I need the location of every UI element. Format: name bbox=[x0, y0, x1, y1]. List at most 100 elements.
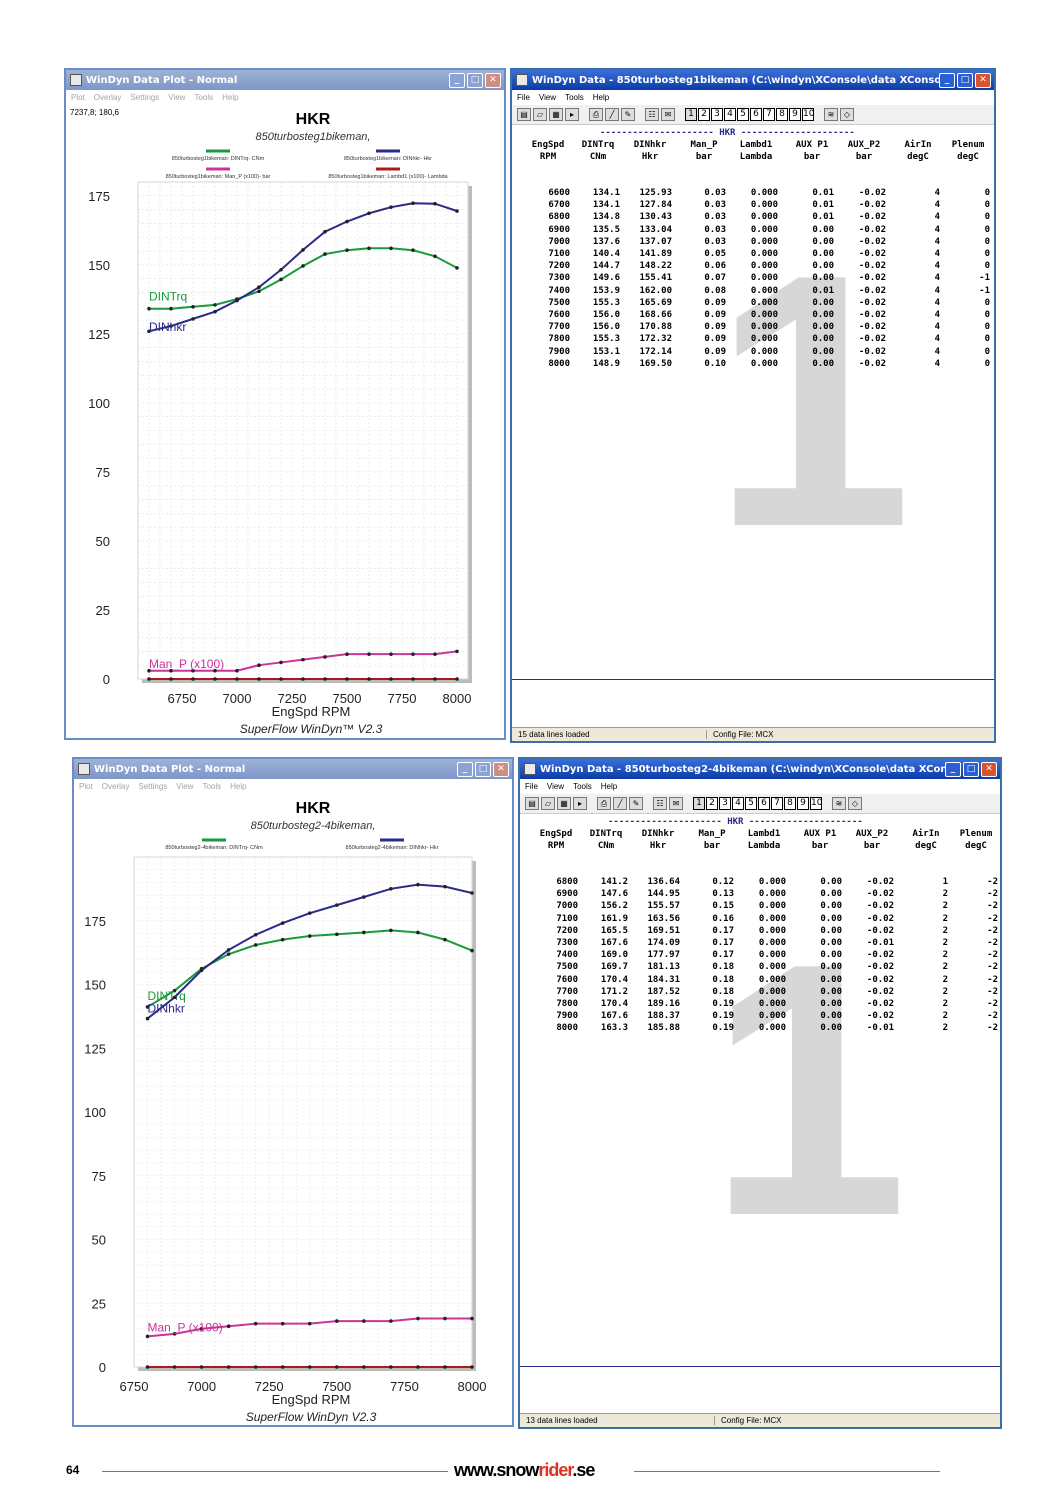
edit-icon[interactable]: ✎ bbox=[629, 797, 643, 810]
menu-view[interactable]: View bbox=[546, 782, 565, 791]
column-header[interactable]: Plenum bbox=[959, 829, 993, 839]
column-header[interactable]: AirIn bbox=[904, 140, 932, 150]
minimize-button[interactable]: _ bbox=[939, 72, 955, 88]
table-row[interactable]: 7300 149.6 155.41 0.07 0.000 0.00 -0.02 4 -1 bbox=[512, 273, 994, 285]
run-tab-8[interactable]: 8 bbox=[784, 797, 796, 810]
play-icon[interactable]: ▸ bbox=[573, 797, 587, 810]
save-icon[interactable]: ▦ bbox=[549, 108, 563, 121]
table-row[interactable]: 7400 153.9 162.00 0.08 0.000 0.01 -0.02 4 -1 bbox=[512, 286, 994, 298]
column-header[interactable]: DINhkr bbox=[641, 829, 675, 839]
table-row[interactable]: 7900 167.6 188.37 0.19 0.000 0.00 -0.02 2 -2 bbox=[520, 1011, 1000, 1023]
table-row[interactable]: 6800 141.2 136.64 0.12 0.000 0.00 -0.02 1 -2 bbox=[520, 877, 1000, 889]
play-icon[interactable]: ▸ bbox=[565, 108, 579, 121]
table-row[interactable]: 7400 169.0 177.97 0.17 0.000 0.00 -0.02 2 -2 bbox=[520, 950, 1000, 962]
edit-icon[interactable]: ✎ bbox=[621, 108, 635, 121]
column-header[interactable]: Man_P bbox=[698, 829, 726, 839]
table-row[interactable]: 7900 153.1 172.14 0.09 0.000 0.00 -0.02 4 0 bbox=[512, 347, 994, 359]
run-tab-8[interactable]: 8 bbox=[776, 108, 788, 121]
table-row[interactable]: 7200 165.5 169.51 0.17 0.000 0.00 -0.02 2 -2 bbox=[520, 926, 1000, 938]
new-file-icon[interactable]: ▤ bbox=[517, 108, 531, 121]
notes-icon[interactable]: ✉ bbox=[669, 797, 683, 810]
table-row[interactable]: 7500 155.3 165.69 0.09 0.000 0.00 -0.02 4 0 bbox=[512, 298, 994, 310]
data-table-pane[interactable]: 1 --------------------- HKR ------------… bbox=[512, 126, 994, 725]
menu-tools[interactable]: Tools bbox=[565, 93, 584, 102]
menu-file[interactable]: File bbox=[525, 782, 538, 791]
plot-window-2[interactable]: WinDyn Data Plot - Normal _ □ ✕ Plot Ove… bbox=[72, 757, 514, 1427]
run-tab-4[interactable]: 4 bbox=[732, 797, 744, 810]
table-row[interactable]: 7200 144.7 148.22 0.06 0.000 0.00 -0.02 4 0 bbox=[512, 261, 994, 273]
column-header[interactable]: DINTrq bbox=[589, 829, 623, 839]
run-tab-6[interactable]: 6 bbox=[750, 108, 762, 121]
run-tab-5[interactable]: 5 bbox=[737, 108, 749, 121]
run-tab-5[interactable]: 5 bbox=[745, 797, 757, 810]
site-wordmark[interactable]: www.snowrider.se bbox=[454, 1460, 595, 1481]
run-tab-2[interactable]: 2 bbox=[698, 108, 710, 121]
plot-window-titlebar[interactable]: WinDyn Data Plot - Normal _ □ ✕ bbox=[74, 759, 512, 779]
table-row[interactable]: 7000 137.6 137.07 0.03 0.000 0.00 -0.02 4 0 bbox=[512, 237, 994, 249]
close-button[interactable]: ✕ bbox=[975, 72, 991, 88]
table-row[interactable]: 7500 169.7 181.13 0.18 0.000 0.00 -0.02 2 -2 bbox=[520, 962, 1000, 974]
graph-icon[interactable]: ╱ bbox=[613, 797, 627, 810]
run-tab-9[interactable]: 9 bbox=[797, 797, 809, 810]
run-tab-7[interactable]: 7 bbox=[763, 108, 775, 121]
run-tab-3[interactable]: 3 bbox=[711, 108, 723, 121]
menu-tools[interactable]: Tools bbox=[202, 782, 222, 791]
maximize-button[interactable]: □ bbox=[957, 72, 973, 88]
menu-settings[interactable]: Settings bbox=[130, 93, 160, 102]
close-button[interactable]: ✕ bbox=[981, 761, 997, 777]
run-tab-3[interactable]: 3 bbox=[719, 797, 731, 810]
table-row[interactable]: 6900 147.6 144.95 0.13 0.000 0.00 -0.02 2 -2 bbox=[520, 889, 1000, 901]
open-folder-icon[interactable]: ▱ bbox=[541, 797, 555, 810]
superflow-logo-icon[interactable]: ≋ bbox=[824, 108, 838, 121]
menu-tools[interactable]: Tools bbox=[573, 782, 592, 791]
menu-overlay[interactable]: Overlay bbox=[93, 93, 122, 102]
menu-view[interactable]: View bbox=[176, 782, 194, 791]
maximize-button[interactable]: □ bbox=[467, 72, 483, 88]
table-row[interactable]: 6900 135.5 133.04 0.03 0.000 0.00 -0.02 4 0 bbox=[512, 225, 994, 237]
column-header[interactable]: DINhkr bbox=[633, 140, 667, 150]
minimize-button[interactable]: _ bbox=[449, 72, 465, 88]
plot-window-1[interactable]: WinDyn Data Plot - Normal _ □ ✕ Plot Ove… bbox=[64, 68, 506, 740]
print-icon[interactable]: ⎙ bbox=[589, 108, 603, 121]
data-window-2[interactable]: WinDyn Data - 850turbosteg2-4bikeman (C:… bbox=[518, 757, 1002, 1429]
eraser-icon[interactable]: ◇ bbox=[840, 108, 854, 121]
menu-help[interactable]: Help bbox=[592, 93, 610, 102]
run-tab-6[interactable]: 6 bbox=[758, 797, 770, 810]
eraser-icon[interactable]: ◇ bbox=[848, 797, 862, 810]
data-window-titlebar[interactable]: WinDyn Data - 850turbosteg1bikeman (C:\w… bbox=[512, 70, 994, 90]
new-file-icon[interactable]: ▤ bbox=[525, 797, 539, 810]
table-row[interactable]: 7800 170.4 189.16 0.19 0.000 0.00 -0.02 2 -2 bbox=[520, 999, 1000, 1011]
menu-plot[interactable]: Plot bbox=[79, 782, 93, 791]
run-tab-10[interactable]: 10 bbox=[802, 108, 815, 121]
table-row[interactable]: 8000 163.3 185.88 0.19 0.000 0.00 -0.01 2 -2 bbox=[520, 1023, 1000, 1035]
menu-help[interactable]: Help bbox=[230, 782, 247, 791]
menu-overlay[interactable]: Overlay bbox=[101, 782, 130, 791]
menu-file[interactable]: File bbox=[517, 93, 530, 102]
column-header[interactable]: Man_P bbox=[690, 140, 718, 150]
close-button[interactable]: ✕ bbox=[493, 761, 509, 777]
maximize-button[interactable]: □ bbox=[475, 761, 491, 777]
column-header[interactable]: AUX P1 bbox=[803, 829, 837, 839]
column-header[interactable]: EngSpd bbox=[531, 140, 565, 150]
menu-tools[interactable]: Tools bbox=[194, 93, 214, 102]
run-tab-1[interactable]: 1 bbox=[693, 797, 705, 810]
table-icon[interactable]: ☷ bbox=[645, 108, 659, 121]
data-table-pane[interactable]: 1 --------------------- HKR ------------… bbox=[520, 815, 1000, 1411]
table-row[interactable]: 7600 156.0 168.66 0.09 0.000 0.00 -0.02 4 0 bbox=[512, 310, 994, 322]
run-tab-9[interactable]: 9 bbox=[789, 108, 801, 121]
column-header[interactable]: Lambd1 bbox=[739, 140, 773, 150]
table-icon[interactable]: ☷ bbox=[653, 797, 667, 810]
table-row[interactable]: 7000 156.2 155.57 0.15 0.000 0.00 -0.02 2 -2 bbox=[520, 901, 1000, 913]
table-row[interactable]: 8000 148.9 169.50 0.10 0.000 0.00 -0.02 4 0 bbox=[512, 359, 994, 371]
table-row[interactable]: 7800 155.3 172.32 0.09 0.000 0.00 -0.02 4 0 bbox=[512, 334, 994, 346]
run-tab-2[interactable]: 2 bbox=[706, 797, 718, 810]
dyno-chart-1[interactable]: HKR 850turbosteg1bikeman, 850turbosteg1bik… bbox=[66, 70, 506, 740]
run-tab-1[interactable]: 1 bbox=[685, 108, 697, 121]
column-header[interactable]: DINTrq bbox=[581, 140, 615, 150]
table-row[interactable]: 6800 134.8 130.43 0.03 0.000 0.01 -0.02 4 0 bbox=[512, 212, 994, 224]
graph-icon[interactable]: ╱ bbox=[605, 108, 619, 121]
menu-help[interactable]: Help bbox=[222, 93, 239, 102]
open-folder-icon[interactable]: ▱ bbox=[533, 108, 547, 121]
table-row[interactable]: 7600 170.4 184.31 0.18 0.000 0.00 -0.02 2 -2 bbox=[520, 975, 1000, 987]
minimize-button[interactable]: _ bbox=[945, 761, 961, 777]
